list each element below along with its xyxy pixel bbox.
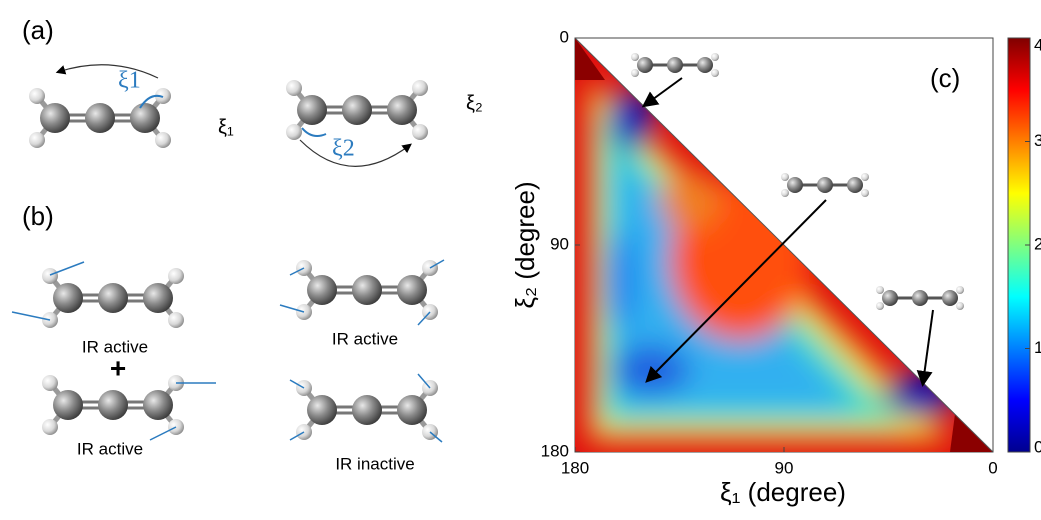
x-tick-label: 90: [775, 458, 794, 477]
mode-label: IR active: [77, 439, 143, 458]
x-axis-label: ξ₁ (degree): [720, 477, 846, 507]
colorbar-tick-label: 1: [1034, 338, 1041, 357]
angle-label: ξ1: [118, 68, 141, 94]
mode-label: IR active: [82, 337, 148, 356]
x-tick-label: 0: [988, 458, 997, 477]
y-axis-label: ξ₂ (degree): [510, 181, 540, 308]
y-tick-label: 180: [541, 441, 569, 460]
angle-label: ξ₂: [466, 92, 483, 114]
plus-sign: +: [110, 352, 126, 383]
colorbar-tick-label: 4: [1034, 35, 1041, 54]
panel-label: (a): [22, 15, 54, 45]
mode-label: IR active: [332, 329, 398, 348]
panel-label: (c): [930, 63, 960, 93]
x-tick-label: 180: [561, 458, 589, 477]
mode-label: IR inactive: [335, 454, 414, 473]
colorbar-tick-label: 2: [1034, 234, 1041, 253]
colorbar-tick-label: 0: [1034, 437, 1041, 456]
angle-label: ξ2: [332, 136, 355, 162]
y-tick-label: 0: [560, 27, 569, 46]
angle-label: ξ₁: [218, 116, 234, 138]
y-tick-label: 90: [550, 234, 569, 253]
panel-label: (b): [22, 201, 54, 231]
colorbar-tick-label: 3: [1034, 131, 1041, 150]
